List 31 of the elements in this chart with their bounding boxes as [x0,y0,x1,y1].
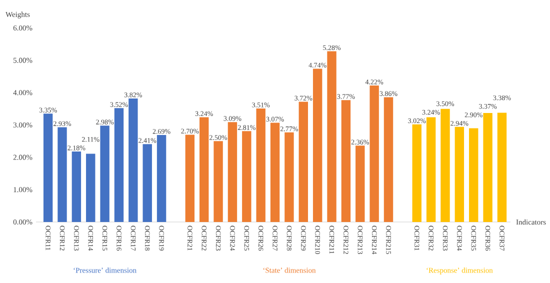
bar [72,152,82,222]
bar [412,124,422,222]
bar [128,98,138,222]
bar [370,86,379,222]
bar [58,127,67,222]
bar [214,141,223,222]
bar [43,114,53,222]
bar [142,144,152,222]
bar [440,108,450,222]
bar [497,112,507,222]
bar [469,128,478,222]
bar [298,102,308,222]
bar [483,113,492,222]
bar [426,117,436,222]
bar [327,51,336,222]
bar [228,122,238,222]
bar [100,126,110,222]
bar [242,131,252,222]
bar [341,100,351,222]
bar [356,146,365,222]
bar [312,68,322,222]
bar [156,135,166,222]
bar [185,134,195,222]
bar [200,117,209,222]
bar [454,126,464,222]
bar [86,154,96,222]
bar [270,122,280,222]
bar [284,132,294,222]
bar [256,108,266,222]
bar [114,108,124,222]
bar [384,97,394,222]
